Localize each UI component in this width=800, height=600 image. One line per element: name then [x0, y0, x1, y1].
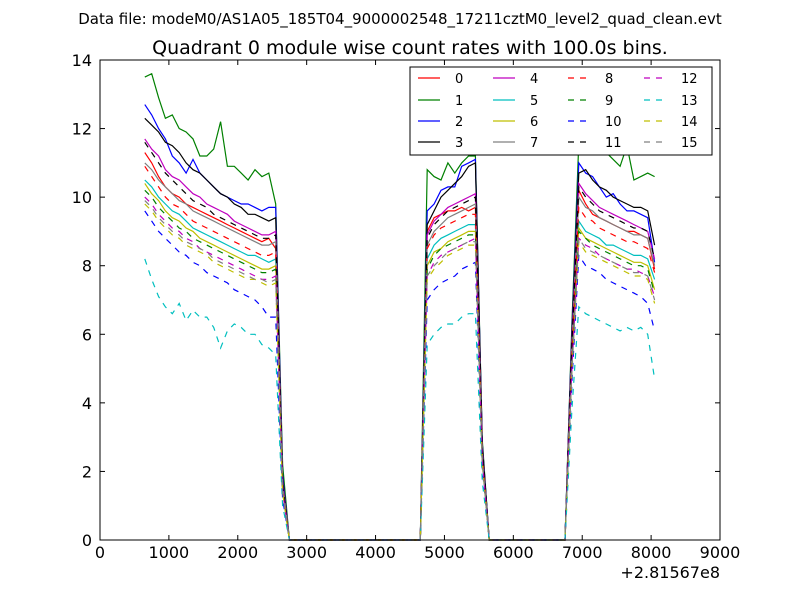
legend-label: 12: [681, 72, 698, 87]
suptitle: Data file: modeM0/AS1A05_185T04_90000025…: [78, 10, 722, 29]
legend-label: 9: [605, 94, 613, 109]
legend-label: 10: [605, 115, 622, 130]
x-axis: 0 1000 2000 3000 4000 5000 6000 7000 8000 9000: [95, 60, 740, 562]
legend-label: 14: [681, 115, 698, 130]
legend-label: 3: [455, 136, 463, 151]
y-tick-label: 4: [82, 394, 92, 413]
x-offset-label: +2.81567e8: [620, 563, 720, 582]
series-line-12: [144, 196, 656, 541]
y-tick-label: 14: [72, 51, 92, 70]
legend-label: 15: [681, 136, 698, 151]
x-tick-label: 2000: [217, 543, 258, 562]
x-tick-label: 1000: [149, 543, 190, 562]
y-tick-label: 10: [72, 188, 92, 207]
legend-label: 11: [605, 136, 622, 151]
x-tick-label: 4000: [355, 543, 396, 562]
legend-label: 1: [455, 94, 463, 109]
x-tick-label: 6000: [493, 543, 534, 562]
x-tick-label: 7000: [562, 543, 603, 562]
y-tick-label: 12: [72, 120, 92, 139]
legend-label: 2: [455, 115, 463, 130]
legend-label: 7: [530, 136, 538, 151]
x-tick-label: 5000: [424, 543, 465, 562]
x-tick-label: 9000: [700, 543, 741, 562]
legend-label: 4: [530, 72, 538, 87]
chart-title: Quadrant 0 module wise count rates with …: [152, 37, 668, 59]
legend-label: 0: [455, 72, 463, 87]
y-tick-label: 0: [82, 531, 92, 550]
series-line-13: [144, 258, 656, 541]
x-tick-label: 0: [95, 543, 105, 562]
x-tick-label: 8000: [631, 543, 672, 562]
legend-box: [409, 66, 713, 156]
legend-label: 6: [530, 115, 538, 130]
y-tick-label: 8: [82, 257, 92, 276]
y-tick-label: 2: [82, 462, 92, 481]
y-tick-label: 6: [82, 325, 92, 344]
plot-frame: [99, 59, 721, 541]
legend-label: 8: [605, 72, 613, 87]
x-tick-label: 3000: [286, 543, 327, 562]
legend-label: 5: [530, 94, 538, 109]
legend-label: 13: [681, 94, 698, 109]
